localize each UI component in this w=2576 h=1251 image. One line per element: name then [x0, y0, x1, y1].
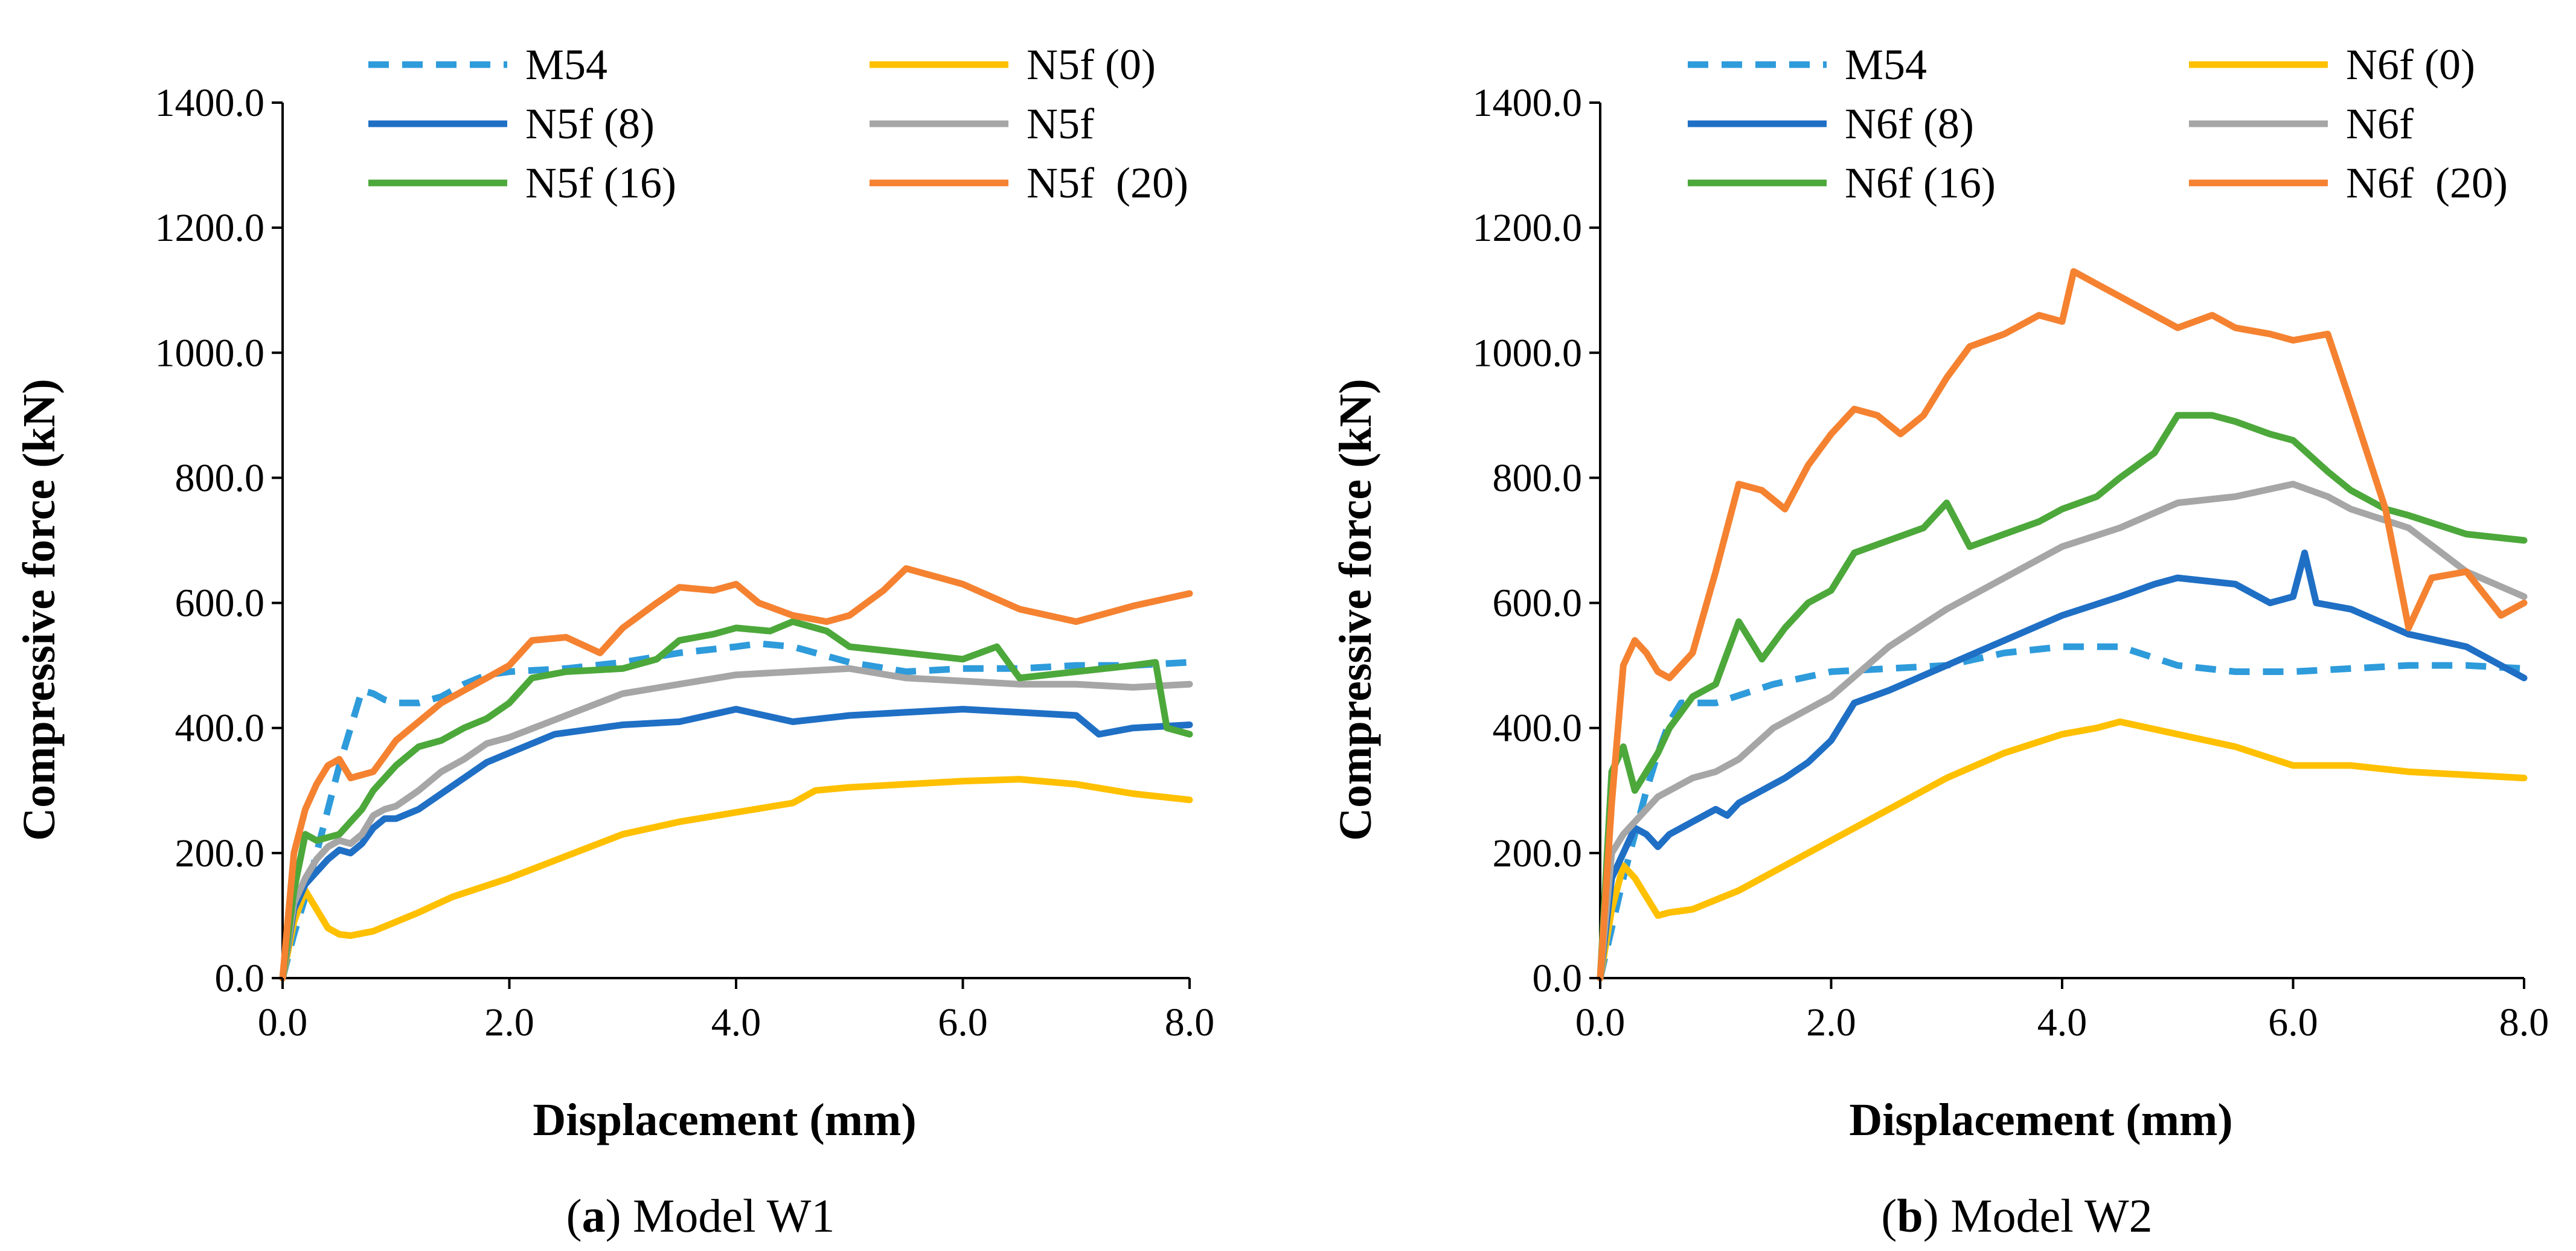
legend-label: M54	[525, 40, 607, 89]
series-line-n5f-0-w1	[279, 776, 1193, 982]
x-tick-label: 4.0	[711, 1000, 761, 1045]
caption-label-w2: b	[1897, 1189, 1923, 1242]
x-tick-label: 0.0	[1575, 1000, 1626, 1045]
series-line-n6f-16-w2	[1597, 412, 2528, 982]
y-tick-label: 600.0	[175, 581, 265, 626]
x-tick-label: 0.0	[258, 1000, 308, 1045]
x-tick-label: 2.0	[1806, 1000, 1856, 1045]
y-axis-title-w2: Compressive force (kN)	[1330, 379, 1381, 840]
y-tick-label: 1200.0	[1473, 206, 1583, 250]
x-axis-title-w1: Displacement (mm)	[533, 1095, 916, 1145]
y-tick-label: 1400.0	[1473, 81, 1583, 125]
series-line-m54-w1	[279, 640, 1190, 979]
x-tick-label: 2.0	[484, 1000, 534, 1045]
x-tick-label: 6.0	[2268, 1000, 2318, 1045]
y-tick-label: 0.0	[1533, 956, 1583, 1000]
series-layer-w2	[1597, 268, 2528, 982]
legend-label: N5f	[1027, 100, 1094, 148]
caption-w2: (b) Model W2	[1881, 1189, 2152, 1242]
y-tick-label: 200.0	[1493, 831, 1583, 875]
legend-label: N6f (0)	[2346, 40, 2475, 89]
y-tick-label: 400.0	[1493, 706, 1583, 750]
x-tick-label: 4.0	[2037, 1000, 2087, 1045]
x-tick-label: 6.0	[938, 1000, 988, 1045]
series-line-n5f-8-w1	[279, 706, 1193, 982]
panel-model-w1: 0.0 200.0 400.0 600.0 800.0 1000.0 1200.0 1400.…	[14, 40, 1214, 1242]
series-line-n5f-16-w1	[279, 618, 1193, 982]
series-line-n6f-8-w2	[1597, 549, 2528, 982]
y-tick-label: 600.0	[1493, 581, 1583, 626]
legend-label: N6f (16)	[1845, 159, 1996, 207]
legend-label: N5f (0)	[1027, 40, 1156, 89]
y-tick-label: 800.0	[175, 456, 265, 500]
legend-w1: M54 N5f (0) N5f (8) N5f N5f (16) N5f (20)	[368, 40, 1188, 207]
tick-labels-w2: 0.0 200.0 400.0 600.0 800.0 1000.0 1200.0 1400.…	[1473, 81, 2549, 1045]
series-layer-w1	[279, 565, 1193, 982]
series-line-n6f-20-w2	[1597, 268, 2528, 982]
series-line-n5f-w1	[279, 665, 1193, 982]
caption-w1: (a) Model W1	[566, 1189, 835, 1242]
panel-model-w2: 0.0 200.0 400.0 600.0 800.0 1000.0 1200.0 1400.…	[1330, 40, 2549, 1242]
series-line-m54-w2	[1597, 643, 2525, 979]
legend-label: N5f (8)	[525, 100, 655, 148]
legend-label: M54	[1845, 40, 1927, 89]
series-line-n6f-0-w2	[1597, 718, 2528, 982]
y-tick-label: 0.0	[215, 956, 265, 1000]
y-tick-label: 1200.0	[155, 206, 265, 250]
x-axis-title-w2: Displacement (mm)	[1849, 1095, 2232, 1145]
caption-label-w1: a	[582, 1189, 606, 1242]
y-tick-label: 1000.0	[155, 331, 265, 375]
series-line-n5f-20-w1	[279, 565, 1193, 982]
caption-text-w2: Model W2	[1950, 1189, 2152, 1242]
tick-labels-w1: 0.0 200.0 400.0 600.0 800.0 1000.0 1200.0 1400.…	[155, 81, 1215, 1045]
y-tick-label: 400.0	[175, 706, 265, 750]
legend-label: N6f (8)	[1845, 100, 1974, 148]
legend-label: N5f (20)	[1027, 159, 1188, 207]
caption-text-w1: Model W1	[633, 1189, 835, 1242]
y-tick-label: 800.0	[1493, 456, 1583, 500]
y-axis-title-w1: Compressive force (kN)	[14, 379, 65, 840]
legend-w2: M54 N6f (0) N6f (8) N6f N6f (16) N6f (20)	[1688, 40, 2508, 207]
legend-label: N6f	[2346, 100, 2414, 148]
x-tick-label: 8.0	[1165, 1000, 1215, 1045]
y-tick-label: 200.0	[175, 831, 265, 875]
legend-label: N6f (20)	[2346, 159, 2508, 207]
legend-label: N5f (16)	[525, 159, 676, 207]
x-tick-label: 8.0	[2499, 1000, 2549, 1045]
y-tick-label: 1400.0	[155, 81, 265, 125]
y-tick-label: 1000.0	[1473, 331, 1583, 375]
series-line-n6f-w2	[1597, 481, 2528, 982]
